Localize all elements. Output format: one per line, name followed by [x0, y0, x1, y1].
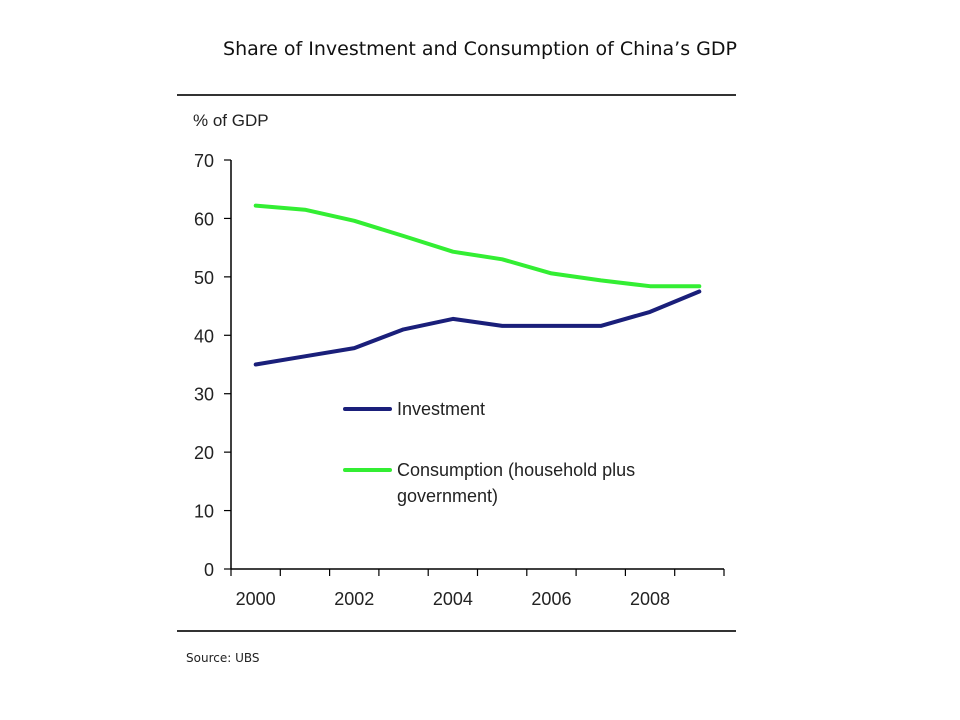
y-tick-label: 0 [204, 560, 214, 580]
series-line-investment [253, 289, 702, 367]
y-tick-label: 40 [194, 326, 214, 346]
y-axis-label: % of GDP [193, 111, 269, 130]
slide-title: Share of Investment and Consumption of C… [223, 38, 737, 60]
y-tick-label: 50 [194, 268, 214, 288]
y-tick-label: 60 [194, 209, 214, 229]
legend: Investment Consumption (household plus gov… [343, 399, 635, 506]
x-tick-label: 2008 [630, 589, 670, 609]
y-ticks: 0 10 20 30 40 50 60 70 [194, 151, 231, 580]
x-tick-label: 2000 [236, 589, 276, 609]
legend-label-consumption: government) [397, 486, 498, 506]
legend-label-investment: Investment [397, 399, 485, 419]
y-tick-label: 10 [194, 502, 214, 522]
legend-label-consumption: Consumption (household plus [397, 460, 635, 480]
y-tick-label: 20 [194, 443, 214, 463]
y-tick-label: 70 [194, 151, 214, 171]
y-tick-label: 30 [194, 385, 214, 405]
x-tick-label: 2004 [433, 589, 473, 609]
x-ticks: 2000 2002 2004 2006 2008 [230, 569, 725, 609]
source-note: Source: UBS [186, 651, 260, 665]
x-tick-label: 2006 [531, 589, 571, 609]
x-tick-label: 2002 [334, 589, 374, 609]
series-lines [253, 203, 702, 367]
series-line-consumption [253, 203, 702, 289]
